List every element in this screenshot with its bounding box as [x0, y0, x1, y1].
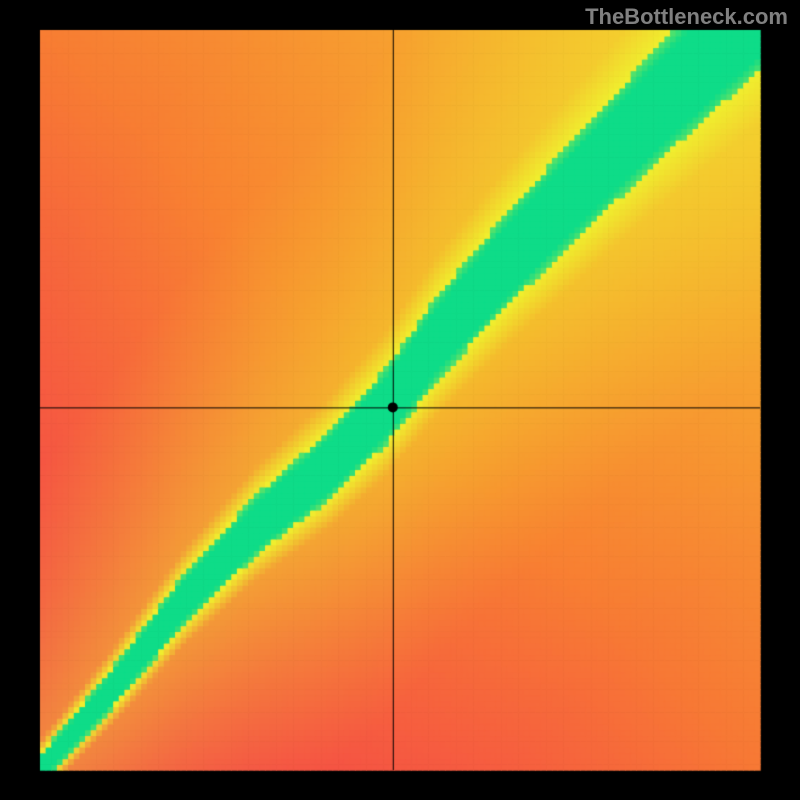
chart-container: TheBottleneck.com [0, 0, 800, 800]
watermark-label: TheBottleneck.com [585, 4, 788, 30]
bottleneck-heatmap [0, 0, 800, 800]
